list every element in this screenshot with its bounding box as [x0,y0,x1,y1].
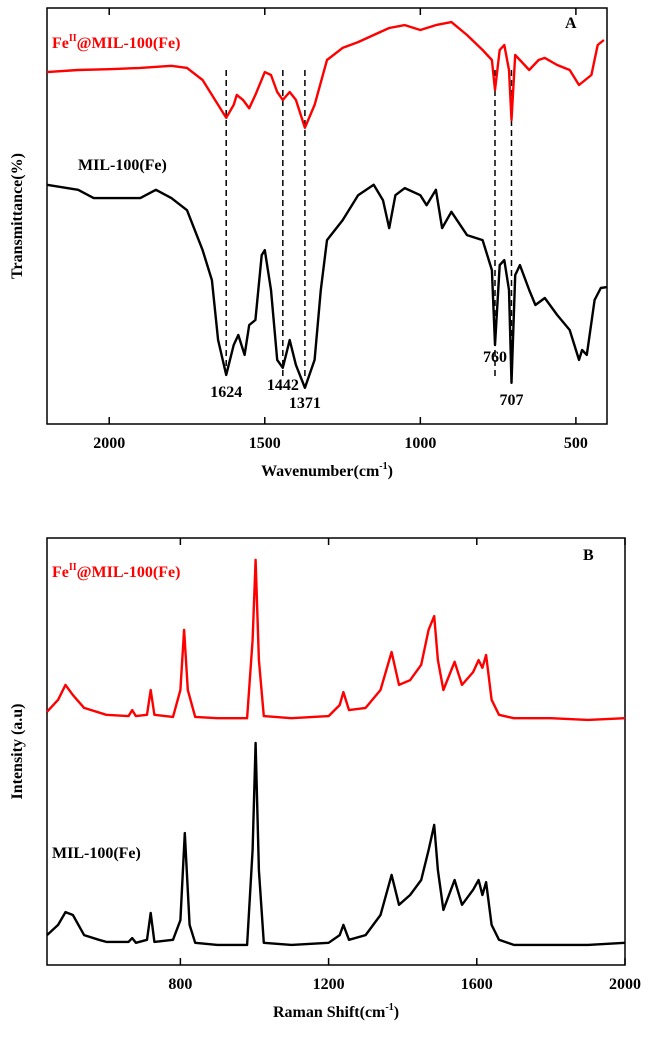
spectrum-line [46,558,626,722]
peak-label: 760 [483,349,507,366]
panel-letter: A [565,15,577,32]
text-part: Fe [52,35,69,52]
x-axis-label: Raman Shift(cm-1) [273,1002,399,1021]
x-tick-label: 500 [564,435,588,452]
spectrum-line [46,741,626,947]
text-part: Raman Shift(cm [273,1004,386,1021]
series-label: FeII@MIL-100(Fe) [52,562,180,581]
text-part: ) [388,463,393,480]
text-part: @MIL-100(Fe) [77,35,181,52]
series-label: MIL-100(Fe) [78,157,167,174]
superscript: -1 [385,1002,393,1013]
peak-label: 1624 [210,384,242,401]
text-part: ) [394,1004,399,1021]
y-axis-label: Intensity (a.u) [9,703,26,799]
text-part: Wavenumber(cm [261,463,380,480]
superscript: II [69,562,77,573]
superscript: II [69,33,77,44]
y-axis-label: Transmittance(%) [9,153,26,279]
x-tick-label: 800 [168,976,192,993]
text-part: @MIL-100(Fe) [77,564,181,581]
x-axis-label: Wavenumber(cm-1) [261,461,393,480]
x-tick-label: 1200 [313,976,345,993]
plot-frame [46,7,608,425]
spectrum-line [46,20,605,129]
x-tick-label: 2000 [93,435,125,452]
superscript: -1 [379,461,387,472]
x-tick-label: 1000 [404,435,436,452]
plot-frame [46,537,626,966]
peak-label: 1442 [267,377,299,394]
spectrum-line [46,183,608,389]
text-part: Fe [52,564,69,581]
peak-label: 707 [499,392,523,409]
series-label: MIL-100(Fe) [52,845,141,862]
panel-letter: B [583,547,594,564]
x-tick-label: 1600 [461,976,493,993]
x-tick-label: 1500 [249,435,281,452]
peak-label: 1371 [289,395,321,412]
x-tick-label: 2000 [609,976,641,993]
series-label: FeII@MIL-100(Fe) [52,33,180,52]
